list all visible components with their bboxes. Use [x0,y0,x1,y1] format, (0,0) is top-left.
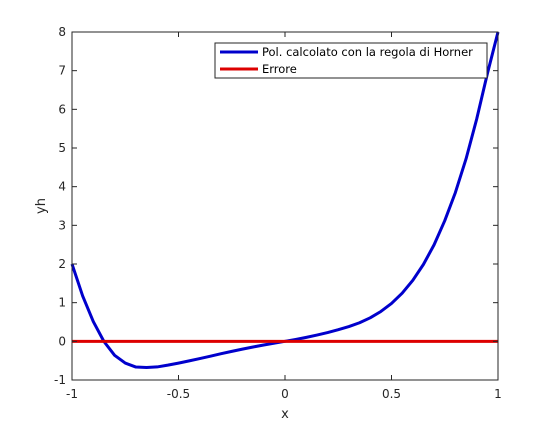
y-tick-label: 6 [58,102,66,116]
x-tick-label: 0 [281,387,289,401]
x-axis-label: x [281,407,289,422]
x-tick-label: 1 [494,387,502,401]
series-layer [70,31,500,370]
y-tick-label: 4 [58,180,66,194]
x-tick-label: -0.5 [167,387,190,401]
y-tick-label: -1 [54,373,66,387]
y-tick-label: 8 [58,25,66,39]
plot-area [72,32,498,380]
y-tick-label: 2 [58,257,66,271]
x-tick-label: -1 [66,387,78,401]
y-tick-label: 0 [58,334,66,348]
y-tick-label: 3 [58,218,66,232]
legend-label-horner: Pol. calcolato con la regola di Horner [262,45,473,59]
y-tick-label: 7 [58,64,66,78]
y-tick-label: 1 [58,296,66,310]
legend-box [214,42,488,79]
legend: Pol. calcolato con la regola di Horner E… [214,42,488,79]
axes-layer: -1 -0.5 0 0.5 1 -1 0 1 2 3 4 5 6 7 8 [54,25,502,401]
legend-label-errore: Errore [262,62,297,76]
y-tick-label: 5 [58,141,66,155]
x-tick-label: 0.5 [382,387,401,401]
y-axis-label: yh [34,198,49,214]
